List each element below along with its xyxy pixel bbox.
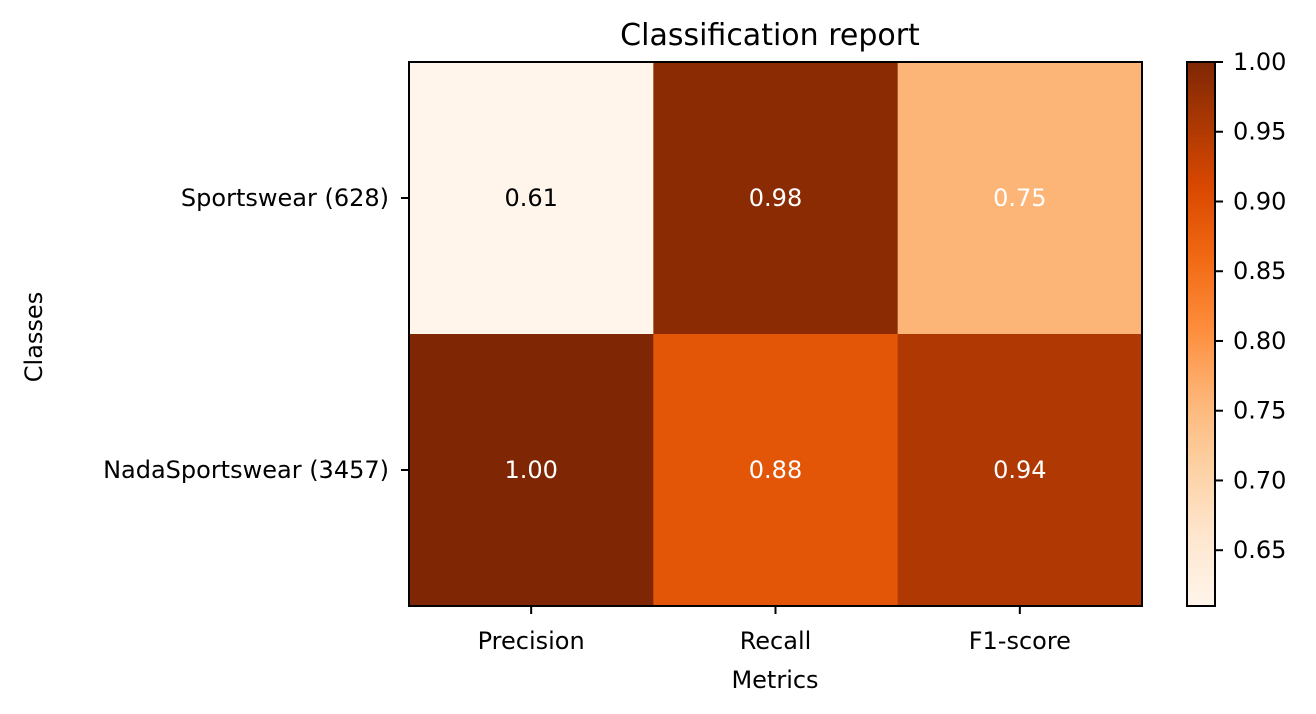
x-tick-label: F1-score: [969, 627, 1071, 655]
colorbar-tick-label: 0.90: [1233, 187, 1286, 215]
cell-value-label: 0.61: [504, 184, 557, 212]
chart-title: Classification report: [620, 18, 920, 53]
colorbar-tick-label: 1.00: [1233, 48, 1286, 76]
y-tick-label: NadaSportswear (3457): [103, 456, 389, 484]
x-tick-label: Recall: [740, 627, 812, 655]
heatmap-cell: [653, 334, 899, 607]
colorbar-tick-label: 0.65: [1233, 536, 1286, 564]
cell-labels: 0.61 0.98 0.75 1.00 0.88 0.94: [504, 184, 1046, 484]
heatmap-cells: [409, 62, 1143, 607]
y-tick-label: Sportswear (628): [181, 184, 389, 212]
colorbar-ticks: 0.65 0.70 0.75 0.80 0.85 0.90 0.95 1.00: [1215, 48, 1286, 564]
colorbar-gradient: [1186, 61, 1216, 607]
cell-value-label: 0.75: [993, 184, 1046, 212]
y-axis: Sportswear (628) NadaSportswear (3457): [103, 184, 409, 484]
cell-value-label: 1.00: [504, 456, 557, 484]
colorbar-tick-label: 0.80: [1233, 327, 1286, 355]
colorbar-tick-label: 0.95: [1233, 118, 1286, 146]
cell-value-label: 0.98: [749, 184, 802, 212]
cell-value-label: 0.94: [993, 456, 1046, 484]
heatmap-cell: [409, 334, 654, 607]
heatmap-cell: [409, 62, 654, 335]
x-axis-label: Metrics: [731, 666, 818, 694]
x-axis: Precision Recall F1-score: [478, 606, 1071, 655]
cell-value-label: 0.88: [749, 456, 802, 484]
heatmap-cell: [897, 334, 1143, 607]
heatmap-cell: [897, 62, 1143, 335]
x-tick-label: Precision: [478, 627, 585, 655]
colorbar-tick-label: 0.75: [1233, 397, 1286, 425]
colorbar: 0.65 0.70 0.75 0.80 0.85 0.90 0.95 1.00: [1186, 48, 1286, 607]
colorbar-tick-label: 0.85: [1233, 257, 1286, 285]
heatmap-cell: [653, 62, 899, 335]
colorbar-tick-label: 0.70: [1233, 466, 1286, 494]
y-axis-label: Classes: [20, 292, 48, 382]
